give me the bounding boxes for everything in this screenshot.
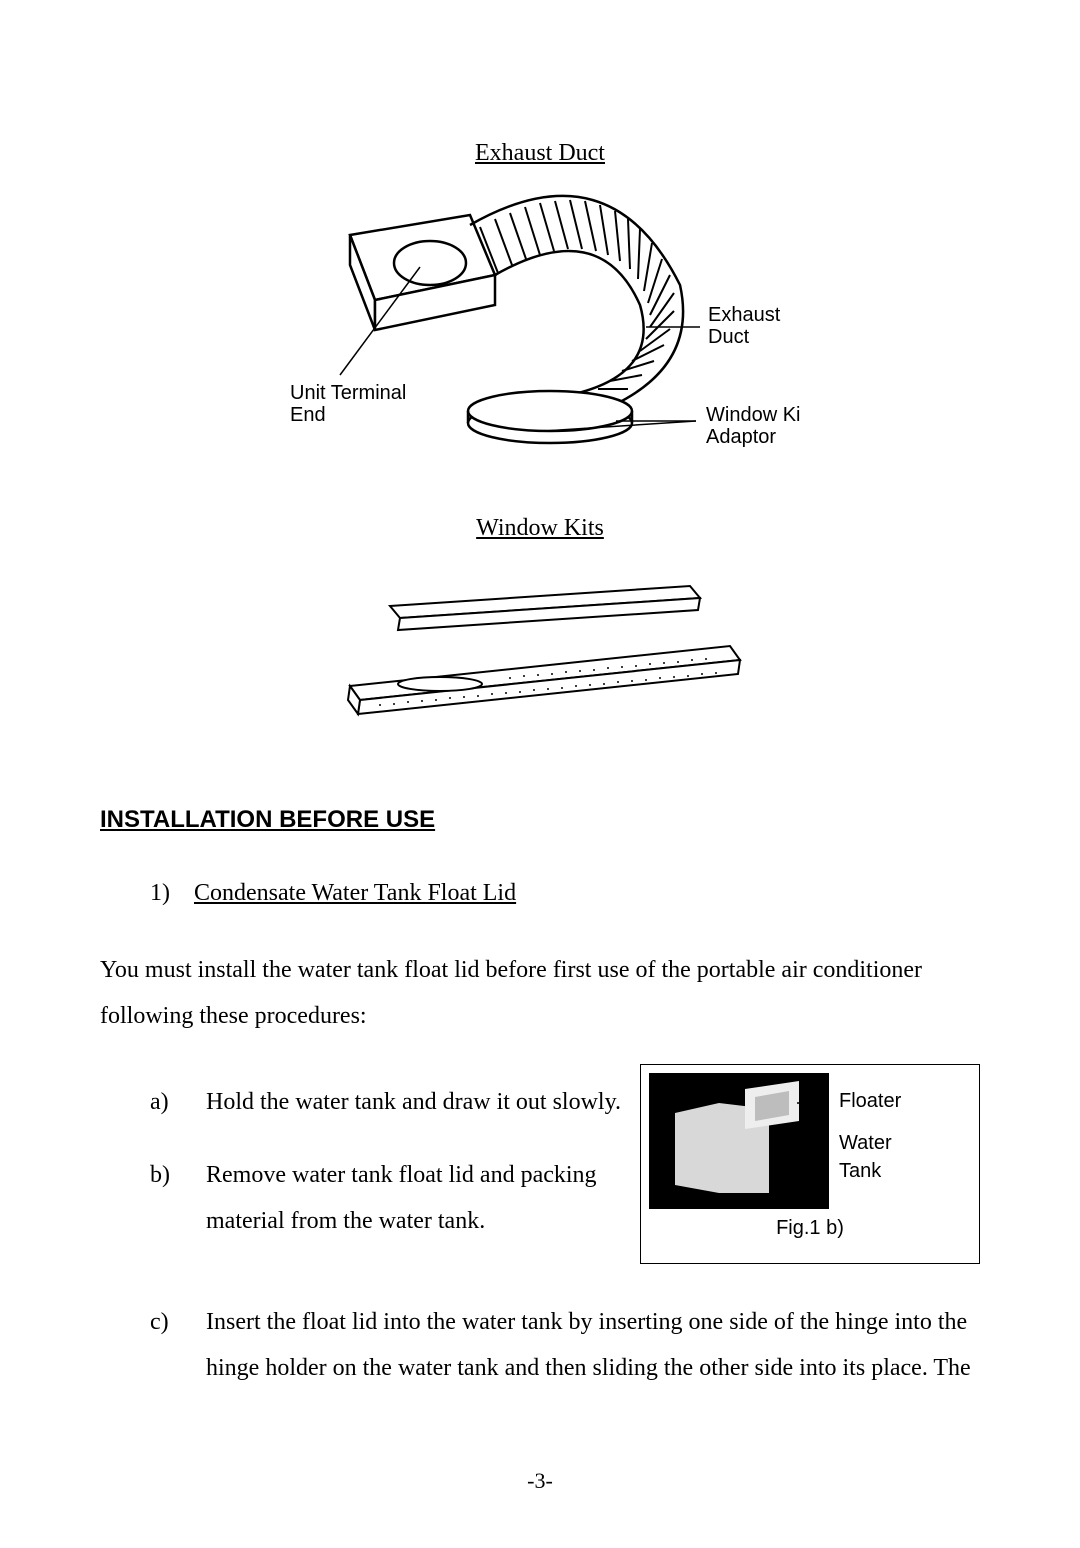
list-text: Condensate Water Tank Float Lid <box>194 874 516 912</box>
section-heading: INSTALLATION BEFORE USE <box>100 806 980 834</box>
intro-paragraph: You must install the water tank float li… <box>100 948 980 1039</box>
page-number: -3- <box>0 1468 1080 1494</box>
step-marker: c) <box>150 1300 206 1391</box>
svg-text:End: End <box>290 404 326 426</box>
step-marker: b) <box>150 1153 206 1244</box>
list-marker: 1) <box>150 874 194 912</box>
label-unit-terminal: Unit Terminal <box>290 382 406 404</box>
exhaust-duct-title: Exhaust Duct <box>475 140 605 167</box>
window-kits-diagram <box>320 546 760 746</box>
window-kits-figure: Window Kits <box>100 495 980 746</box>
step-text: Hold the water tank and draw it out slow… <box>206 1080 626 1126</box>
exhaust-duct-diagram: Unit Terminal End Exhaust Duct Window Ki… <box>280 175 800 495</box>
step-c: c) Insert the float lid into the water t… <box>150 1300 980 1391</box>
step-text: Remove water tank float lid and packing … <box>206 1153 626 1244</box>
label-window-kit-adaptor: Window Kit <box>706 404 800 426</box>
figure-1b-image <box>649 1073 829 1209</box>
svg-text:Adaptor: Adaptor <box>706 426 776 448</box>
figure-1b-box: Floater Water Tank Fig.1 b) <box>640 1064 980 1264</box>
step-text: Insert the float lid into the water tank… <box>206 1300 980 1391</box>
figure-label-water-tank: Water Tank <box>839 1129 901 1185</box>
step-marker: a) <box>150 1080 206 1126</box>
window-kits-title: Window Kits <box>476 515 604 542</box>
list-item-1: 1) Condensate Water Tank Float Lid <box>150 874 980 912</box>
label-exhaust-duct: Exhaust <box>708 304 781 326</box>
exhaust-duct-figure: Exhaust Duct <box>100 140 980 495</box>
svg-text:Duct: Duct <box>708 326 750 348</box>
figure-label-floater: Floater <box>839 1087 901 1115</box>
figure-caption: Fig.1 b) <box>649 1217 971 1240</box>
